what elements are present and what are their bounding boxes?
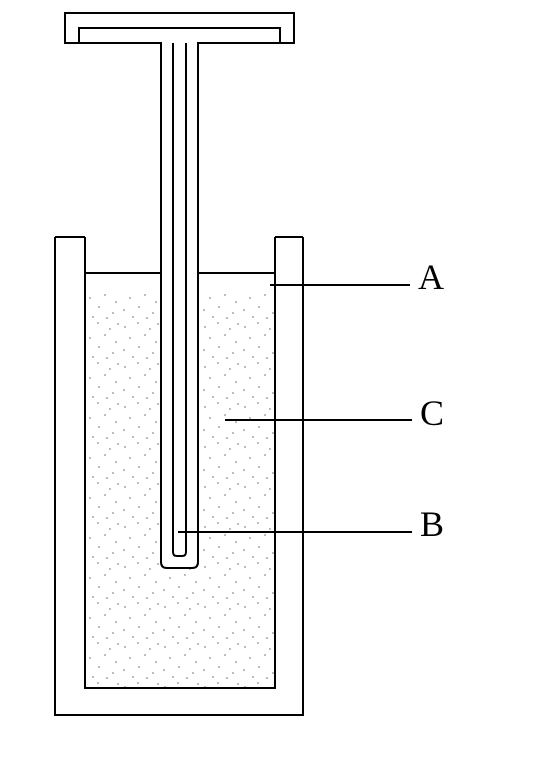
- apparatus-diagram: [0, 0, 543, 765]
- leader-line-c: [225, 419, 412, 421]
- label-b: B: [420, 503, 444, 545]
- leader-line-b: [178, 531, 412, 533]
- label-c: C: [420, 392, 444, 434]
- diagram-svg: [0, 0, 543, 765]
- label-a: A: [418, 256, 444, 298]
- leader-line-a: [270, 284, 410, 286]
